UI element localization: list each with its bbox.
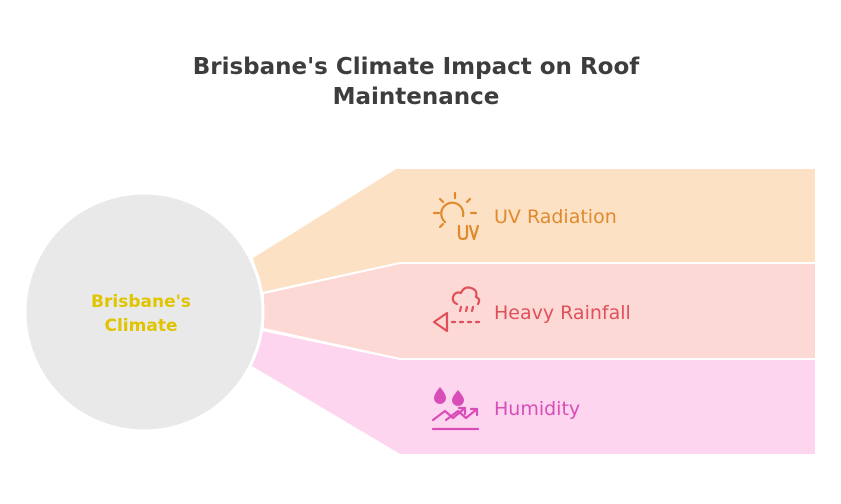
diagram-title-line2: Maintenance — [333, 84, 500, 110]
center-label-line2: Climate — [105, 316, 178, 336]
rain-cloud-icon — [432, 286, 481, 333]
center-label-line1: Brisbane's — [91, 292, 191, 312]
uv-radiation-band — [253, 169, 815, 292]
humidity-band — [252, 331, 815, 454]
sun-uv-icon — [432, 191, 480, 241]
humidity-label: Humidity — [494, 398, 580, 420]
heavy-rainfall-label: Heavy Rainfall — [494, 302, 631, 324]
center-circle — [23, 191, 265, 433]
diagram-title-line1: Brisbane's Climate Impact on Roof — [193, 54, 641, 80]
uv-radiation-label: UV Radiation — [494, 206, 617, 228]
heavy-rainfall-band — [264, 264, 815, 358]
droplets-trend-icon — [431, 387, 480, 431]
